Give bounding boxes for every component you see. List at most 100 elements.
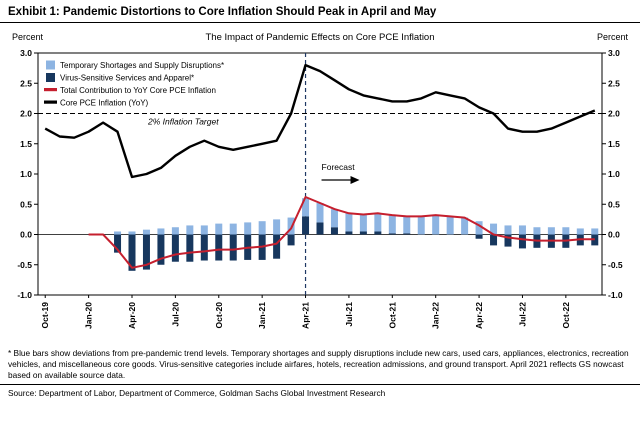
bar-segment xyxy=(490,234,498,246)
line-series xyxy=(44,63,596,179)
bar-segment xyxy=(359,214,367,232)
x-tick-label: Jan-22 xyxy=(431,302,441,329)
bar-segment xyxy=(591,228,599,235)
x-tick-label: Jul-21 xyxy=(344,302,354,327)
bar-segment xyxy=(273,234,281,259)
bar-segment xyxy=(475,234,483,239)
bar-segment xyxy=(446,216,454,235)
x-tick-label: Oct-21 xyxy=(387,302,397,329)
legend-line-swatch xyxy=(44,100,57,104)
y-tick-label-left: -0.5 xyxy=(17,260,32,270)
y-tick-label-left: 0.0 xyxy=(20,230,32,240)
legend-swatch xyxy=(46,60,55,70)
bar-segment xyxy=(273,219,281,235)
bar-segment xyxy=(330,227,338,235)
bar-segment xyxy=(490,223,498,235)
legend-swatch xyxy=(46,73,55,82)
bar-segment xyxy=(215,234,223,261)
bar-segment xyxy=(171,234,179,262)
bar-segment xyxy=(114,234,122,253)
right-axis-unit-label: Percent xyxy=(597,32,629,42)
y-tick-label-left: 1.0 xyxy=(20,169,32,179)
bar-segment xyxy=(518,225,526,235)
bar-segment xyxy=(504,225,512,235)
pce-chart-svg: Percent Percent The Impact of Pandemic Eff… xyxy=(12,32,629,329)
legend-label: Total Contribution to YoY Core PCE Infla… xyxy=(60,86,216,95)
bar-segment xyxy=(403,216,411,234)
y-tick-label-left: 1.5 xyxy=(20,139,32,149)
y-tick-label-left: 0.5 xyxy=(20,199,32,209)
bar-segment xyxy=(359,231,367,235)
bar-segment xyxy=(287,217,295,235)
chart-footnote: * Blue bars show deviations from pre-pan… xyxy=(8,348,629,380)
source-line: Source: Department of Labor, Department … xyxy=(0,384,640,398)
y-tick-label-right: 1.5 xyxy=(608,139,620,149)
line-series xyxy=(88,196,595,269)
bar-segment xyxy=(215,223,223,235)
bar-segment xyxy=(142,229,150,235)
bar-segment xyxy=(244,222,252,235)
bar-segment xyxy=(388,233,396,235)
bar-segment xyxy=(128,234,136,271)
x-tick-label: Apr-22 xyxy=(474,302,484,329)
x-tick-label: Jan-21 xyxy=(257,302,267,329)
y-tick-label-left: 2.5 xyxy=(20,78,32,88)
forecast-label: Forecast xyxy=(322,162,356,172)
bar-segment xyxy=(200,225,208,235)
x-tick-label: Jan-20 xyxy=(84,302,94,329)
x-tick-label: Jul-20 xyxy=(170,302,180,327)
x-tick-label: Apr-20 xyxy=(127,302,137,329)
bar-segment xyxy=(229,223,237,235)
bar-segment xyxy=(417,216,425,235)
bar-segment xyxy=(345,231,353,235)
bar-segment xyxy=(157,228,165,235)
bar-segment xyxy=(547,227,555,235)
bar-segment xyxy=(186,234,194,262)
bar-segment xyxy=(562,227,570,235)
bar-segment xyxy=(388,215,396,234)
chart-title: The Impact of Pandemic Effects on Core P… xyxy=(206,32,435,43)
bar-segment xyxy=(128,231,136,235)
bar-segment xyxy=(330,209,338,228)
bar-segment xyxy=(287,234,295,246)
y-tick-label-right: -0.5 xyxy=(608,260,623,270)
bar-segment xyxy=(432,215,440,235)
bar-segment xyxy=(403,233,411,235)
bar-segment xyxy=(374,231,382,235)
bar-segment xyxy=(576,228,584,235)
bar-segment xyxy=(374,213,382,232)
bar-segment xyxy=(157,234,165,265)
y-tick-label-left: 2.0 xyxy=(20,109,32,119)
y-tick-label-right: 0.5 xyxy=(608,199,620,209)
bar-segment xyxy=(186,225,194,235)
x-tick-label: Apr-21 xyxy=(301,302,311,329)
bar-segment xyxy=(142,234,150,270)
bar-segment xyxy=(504,234,512,247)
bar-segment xyxy=(302,198,310,217)
bar-segment xyxy=(316,222,324,235)
x-tick-label: Oct-22 xyxy=(561,302,571,329)
bar-segment xyxy=(171,227,179,235)
y-tick-label-right: 0.0 xyxy=(608,230,620,240)
y-tick-label-right: 2.0 xyxy=(608,109,620,119)
x-tick-label: Oct-20 xyxy=(214,302,224,329)
left-axis-unit-label: Percent xyxy=(12,32,44,42)
bar-segment xyxy=(316,203,324,223)
bar-segment xyxy=(258,221,266,235)
forecast-arrow-head xyxy=(350,176,360,184)
legend-line-swatch xyxy=(44,88,57,92)
y-tick-label-right: 2.5 xyxy=(608,78,620,88)
bar-segment xyxy=(114,231,122,235)
chart-container: Percent Percent The Impact of Pandemic Eff… xyxy=(0,23,640,345)
bar-segment xyxy=(200,234,208,261)
bar-segment xyxy=(345,213,353,232)
y-tick-label-left: 3.0 xyxy=(20,48,32,58)
bar-segment xyxy=(302,216,310,235)
bar-segment xyxy=(518,234,526,249)
y-tick-label-right: 3.0 xyxy=(608,48,620,58)
bar-segment xyxy=(229,234,237,261)
legend-label: Temporary Shortages and Supply Disruptio… xyxy=(60,61,224,70)
bar-segment xyxy=(475,221,483,235)
bar-segment xyxy=(533,227,541,235)
legend-label: Virus-Sensitive Services and Apparel* xyxy=(60,74,194,83)
